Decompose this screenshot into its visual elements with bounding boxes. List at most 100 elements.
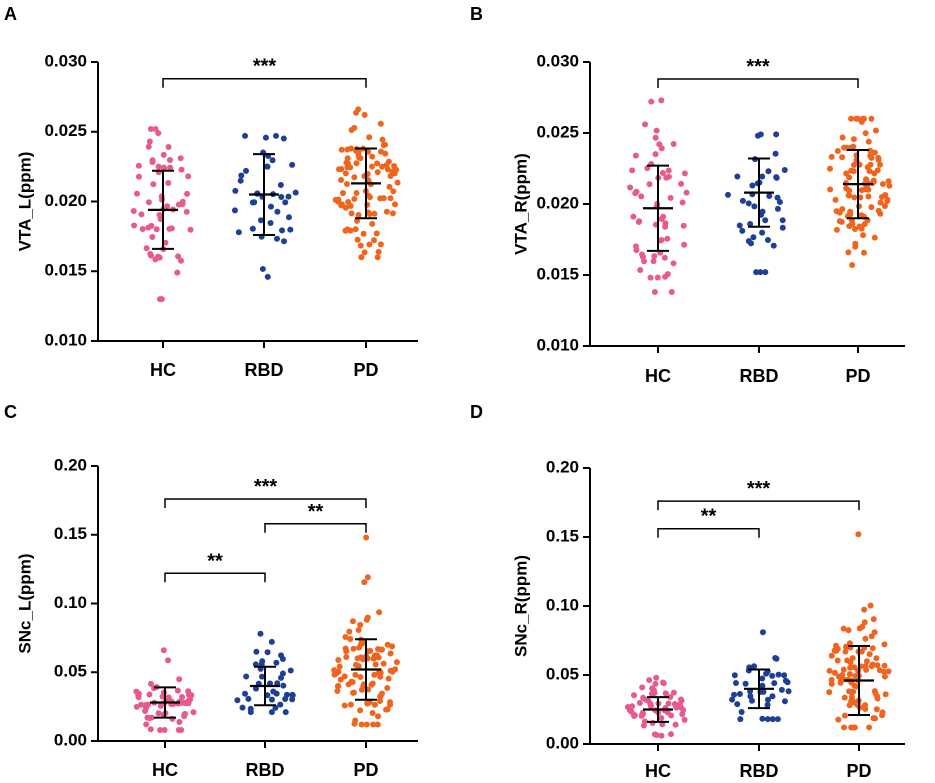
data-point [734, 701, 741, 708]
data-point [759, 675, 766, 682]
data-point [232, 187, 239, 194]
data-point [359, 656, 366, 663]
significance-label: *** [747, 478, 771, 500]
data-point [391, 163, 398, 170]
data-point [185, 173, 192, 180]
data-point [785, 688, 792, 695]
data-point [638, 251, 645, 258]
data-point [781, 698, 788, 705]
data-point [374, 721, 381, 728]
data-point [853, 115, 860, 122]
panel-A: A VTA_L(ppm) 0.010 0.015 0.020 0.025 0.030 HC RB… [4, 4, 418, 380]
data-point [143, 704, 150, 711]
data-point [190, 709, 197, 716]
data-point [841, 144, 848, 151]
data-point [369, 220, 376, 227]
data-point [281, 238, 288, 245]
data-point [665, 167, 672, 174]
series-HC [130, 125, 194, 303]
data-point [679, 711, 686, 718]
data-point [243, 673, 250, 680]
data-point [653, 127, 660, 134]
data-point [383, 208, 390, 215]
data-point [174, 687, 181, 694]
data-point [652, 151, 659, 158]
data-point [187, 226, 194, 233]
data-point [358, 254, 365, 261]
data-point [332, 196, 339, 203]
data-point [745, 238, 752, 245]
data-point [338, 176, 345, 183]
series-RBD [234, 630, 296, 716]
data-point [283, 691, 290, 698]
data-point [658, 715, 665, 722]
data-point [759, 682, 766, 689]
data-point [886, 182, 893, 189]
data-point [175, 253, 182, 260]
data-point [160, 647, 167, 654]
data-point [156, 254, 163, 261]
data-point [665, 173, 672, 180]
data-point [884, 196, 891, 203]
data-point [668, 289, 675, 296]
data-point [367, 647, 374, 654]
data-point [632, 190, 639, 197]
data-point [331, 667, 338, 674]
x-tick-label: PD [353, 360, 378, 380]
data-point [841, 712, 848, 719]
data-point [274, 235, 281, 242]
data-point [731, 691, 738, 698]
data-point [363, 721, 370, 728]
data-point [662, 273, 669, 280]
data-point [174, 269, 181, 276]
data-point [848, 115, 855, 122]
data-point [147, 680, 154, 687]
data-point [343, 653, 350, 660]
series-PD [331, 534, 400, 728]
data-point [828, 652, 835, 659]
panel-D: D SNc_R(ppm) 0.00 0.05 0.10 0.15 0.20 HC RBD PD **… [470, 402, 905, 781]
data-point [135, 162, 142, 169]
data-point [867, 152, 874, 159]
panel-letter: D [470, 402, 483, 422]
data-point [757, 269, 764, 276]
data-point [874, 167, 881, 174]
y-tick-label: 0.015 [536, 264, 579, 283]
data-point [370, 721, 377, 728]
data-point [384, 684, 391, 691]
data-point [179, 693, 186, 700]
data-point [871, 688, 878, 695]
data-point [262, 134, 269, 141]
data-point [772, 150, 779, 157]
data-point [347, 701, 354, 708]
data-point [781, 672, 788, 679]
data-point [833, 226, 840, 233]
data-point [654, 274, 661, 281]
data-point [391, 201, 398, 208]
data-point [259, 265, 266, 272]
data-point [838, 677, 845, 684]
data-point [774, 205, 781, 212]
data-point [776, 199, 783, 206]
series-HC [133, 647, 197, 733]
data-point [640, 694, 647, 701]
data-point [184, 190, 191, 197]
data-point [633, 247, 640, 254]
data-point [851, 664, 858, 671]
data-point [647, 274, 654, 281]
data-point [268, 638, 275, 645]
x-tick-label: HC [150, 360, 176, 380]
data-point [848, 724, 855, 731]
y-tick-label: 0.010 [44, 330, 87, 349]
data-point [264, 649, 271, 656]
data-point [641, 258, 648, 265]
data-point [764, 701, 771, 708]
significance-bracket [657, 78, 859, 89]
y-tick-label: 0.030 [44, 51, 87, 70]
data-point [161, 727, 168, 733]
data-point [352, 226, 359, 233]
data-point [355, 212, 362, 219]
data-point [347, 227, 354, 234]
data-point [375, 646, 382, 653]
